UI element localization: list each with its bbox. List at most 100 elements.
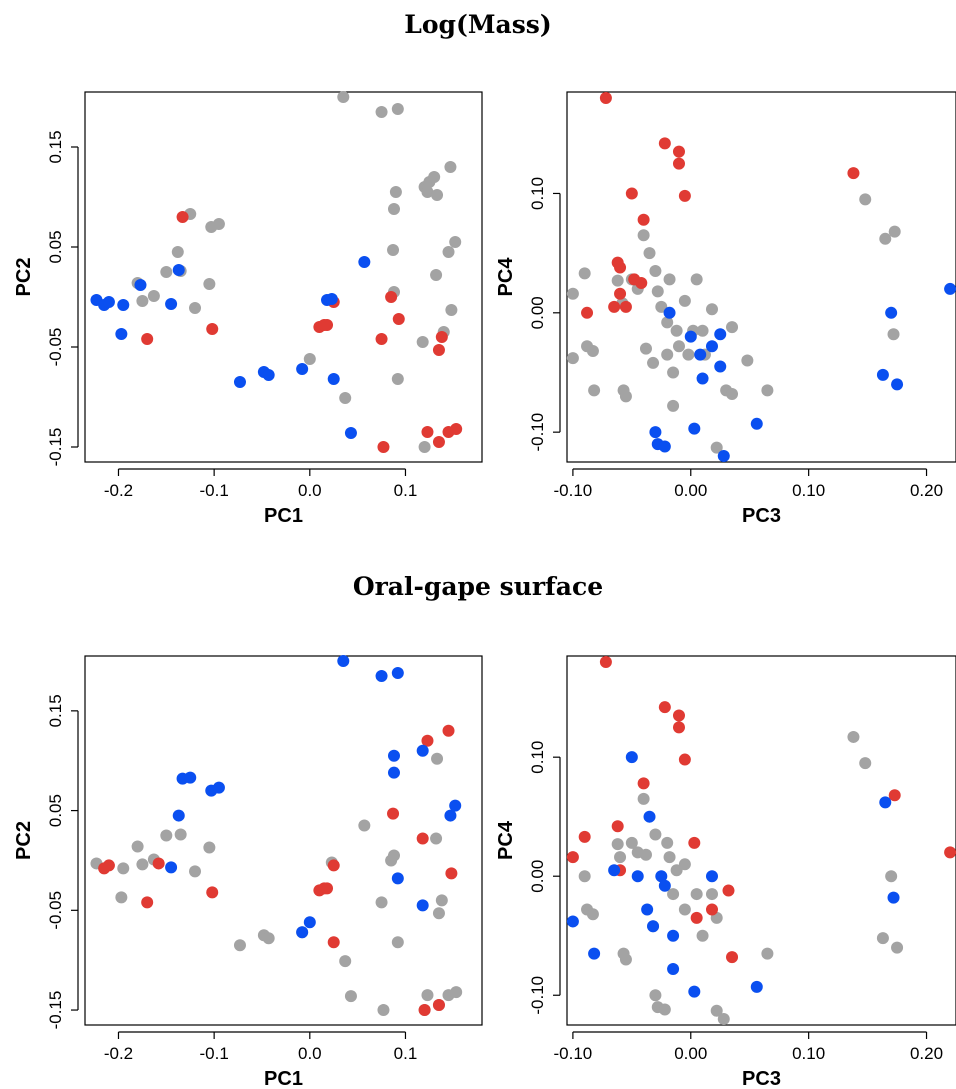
y-tick-label: -0.15 — [46, 428, 65, 467]
grey-point — [171, 246, 184, 258]
grey-point — [566, 287, 579, 300]
red-point — [672, 145, 685, 158]
red-point — [566, 851, 579, 864]
grey-point — [432, 907, 445, 920]
grey-point — [203, 841, 216, 854]
red-point — [387, 807, 400, 820]
grey-point — [879, 232, 892, 245]
grey-point — [643, 247, 656, 260]
grey-point — [578, 870, 591, 883]
blue-point — [134, 279, 147, 291]
grey-point — [705, 303, 718, 316]
grey-point — [428, 171, 441, 183]
red-point — [445, 867, 458, 880]
grey-point — [147, 290, 160, 302]
blue-point — [444, 809, 457, 822]
grey-point — [655, 300, 668, 313]
blue-point — [658, 879, 671, 892]
grey-point — [670, 324, 683, 337]
grey-point — [649, 989, 662, 1002]
grey-point — [637, 792, 650, 805]
red-point — [619, 300, 632, 313]
grey-point — [450, 986, 463, 999]
grey-point — [672, 340, 685, 353]
grey-point — [696, 324, 709, 337]
red-point — [581, 306, 594, 319]
red-point — [206, 323, 219, 335]
blue-point — [891, 378, 904, 391]
x-tick-label: 0.10 — [792, 481, 825, 500]
grey-point — [449, 236, 462, 248]
blue-point — [449, 799, 462, 812]
red-point — [658, 701, 671, 714]
blue-point — [172, 809, 185, 822]
y-axis-label: PC2 — [13, 258, 35, 297]
blue-point — [416, 744, 429, 757]
grey-point — [233, 939, 246, 952]
blue-point — [694, 348, 707, 361]
grey-point — [117, 862, 130, 875]
blue-point — [115, 328, 128, 340]
grey-point — [160, 829, 173, 842]
grey-point — [160, 266, 173, 278]
x-tick-label: -0.2 — [104, 1044, 133, 1063]
grey-point — [115, 891, 128, 904]
blue-point — [262, 369, 275, 381]
grey-point — [389, 186, 402, 198]
grey-point — [651, 285, 664, 298]
blue-point — [337, 654, 350, 667]
grey-point — [421, 989, 434, 1002]
grey-point — [696, 929, 709, 942]
red-point — [658, 137, 671, 150]
red-point — [432, 344, 445, 356]
grey-point — [678, 294, 691, 307]
red-point — [421, 426, 434, 438]
grey-point — [358, 819, 371, 832]
grey-point — [649, 265, 662, 278]
red-point — [321, 882, 334, 895]
red-point — [672, 157, 685, 170]
red-point — [327, 936, 340, 949]
x-tick-label: 0.0 — [298, 1044, 322, 1063]
red-point — [608, 300, 621, 313]
blue-point — [684, 330, 697, 343]
grey-point — [586, 345, 599, 357]
grey-point — [619, 953, 632, 966]
blue-point — [643, 810, 656, 823]
plot-frame — [566, 655, 956, 1026]
blue-point — [387, 749, 400, 762]
plot-mass-pc1-pc2: -0.2 -0.1 0.0 0.1 PC1 -0.15 -0.05 0.05 0.15 PC2 — [13, 91, 483, 527]
y-axis-label: PC2 — [13, 821, 35, 860]
red-point — [375, 333, 388, 345]
y-tick-label: -0.10 — [528, 413, 547, 452]
plot-gape-pc1-pc2: -0.2 -0.1 0.0 0.1 PC1 -0.15 -0.05 0.05 0.15 PC2 — [13, 654, 483, 1089]
grey-point — [614, 851, 627, 864]
blue-point — [647, 920, 660, 933]
grey-point — [391, 103, 404, 115]
x-tick-label: -0.10 — [554, 481, 593, 500]
plot-mass-pc3-pc4: -0.10 0.00 0.10 0.20 PC3 -0.10 0.00 0.10 PC4 — [495, 91, 956, 527]
y-axis-label: PC4 — [495, 257, 517, 297]
blue-point — [750, 980, 763, 993]
grey-point — [303, 353, 316, 365]
grey-point — [647, 356, 660, 369]
grey-point — [387, 203, 400, 215]
blue-point — [303, 916, 316, 929]
grey-point — [649, 828, 662, 841]
grey-point — [619, 390, 632, 403]
red-point — [611, 820, 624, 833]
red-point — [599, 655, 612, 668]
red-point — [392, 313, 405, 325]
blue-point — [750, 417, 763, 430]
blue-point — [588, 947, 601, 960]
grey-point — [421, 186, 434, 198]
grey-point — [888, 225, 901, 238]
red-point — [888, 789, 901, 802]
red-point — [678, 753, 691, 766]
x-axis-label: PC1 — [264, 505, 303, 527]
grey-point — [637, 229, 650, 242]
grey-point — [678, 858, 691, 871]
grey-point — [444, 161, 457, 173]
grey-point — [375, 106, 388, 118]
